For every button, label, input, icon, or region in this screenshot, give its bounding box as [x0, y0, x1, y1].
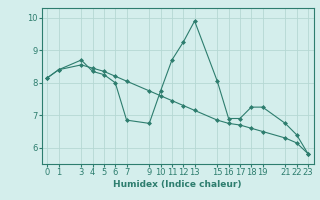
X-axis label: Humidex (Indice chaleur): Humidex (Indice chaleur): [113, 180, 242, 189]
